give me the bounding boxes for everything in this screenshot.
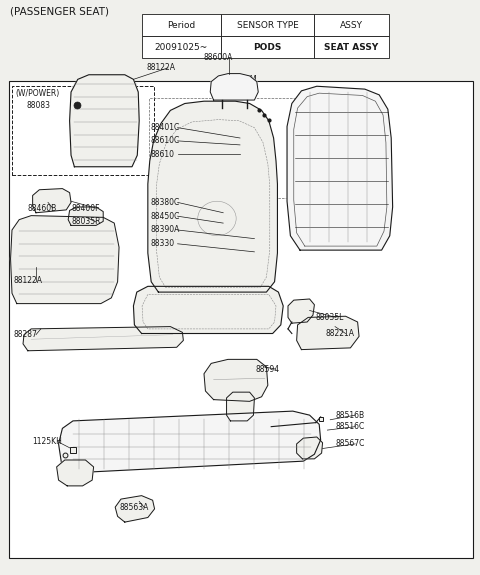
Text: 88035L: 88035L <box>316 313 344 322</box>
Text: 88083: 88083 <box>26 101 50 110</box>
Text: 88400F: 88400F <box>71 204 99 213</box>
Polygon shape <box>297 437 323 459</box>
Text: PODS: PODS <box>253 43 282 52</box>
Polygon shape <box>23 327 183 351</box>
Polygon shape <box>11 216 119 304</box>
Text: 88460B: 88460B <box>28 204 57 213</box>
Text: 88002M: 88002M <box>223 75 257 84</box>
Text: 88610: 88610 <box>150 150 174 159</box>
Polygon shape <box>227 392 254 421</box>
Text: 88122A: 88122A <box>13 276 42 285</box>
Text: 88380C: 88380C <box>150 198 180 207</box>
Bar <box>314 14 389 36</box>
Bar <box>221 14 314 36</box>
Text: 88035R: 88035R <box>71 217 100 227</box>
Polygon shape <box>57 460 94 486</box>
Polygon shape <box>210 74 258 100</box>
Polygon shape <box>297 316 359 350</box>
Bar <box>142 36 221 58</box>
Polygon shape <box>287 86 393 250</box>
Text: 88567C: 88567C <box>335 439 364 448</box>
Polygon shape <box>133 286 283 334</box>
Text: Period: Period <box>167 21 195 30</box>
Bar <box>12 86 154 175</box>
Text: 88594: 88594 <box>255 365 279 374</box>
Text: ASSY: ASSY <box>340 21 363 30</box>
Bar <box>142 14 221 36</box>
Text: 88287: 88287 <box>13 330 37 339</box>
Text: 88600A: 88600A <box>204 53 233 62</box>
Bar <box>314 36 389 58</box>
Bar <box>9 81 473 558</box>
Polygon shape <box>68 207 103 225</box>
Polygon shape <box>115 496 155 522</box>
Text: (PASSENGER SEAT): (PASSENGER SEAT) <box>10 7 108 17</box>
Text: 88401C: 88401C <box>150 123 180 132</box>
Text: 1125KH: 1125KH <box>33 437 62 446</box>
Polygon shape <box>70 75 139 167</box>
Polygon shape <box>288 299 314 323</box>
Text: 88516B: 88516B <box>335 411 364 420</box>
Text: 88450C: 88450C <box>150 212 180 221</box>
Text: 88516C: 88516C <box>335 422 364 431</box>
Bar <box>221 36 314 58</box>
Text: (W/POWER): (W/POWER) <box>16 89 60 98</box>
Text: SEAT ASSY: SEAT ASSY <box>324 43 379 52</box>
Bar <box>149 98 338 198</box>
Text: SENSOR TYPE: SENSOR TYPE <box>237 21 299 30</box>
Text: 88330: 88330 <box>150 239 174 248</box>
Text: 88563A: 88563A <box>119 503 148 512</box>
Polygon shape <box>59 411 321 473</box>
Text: 88221A: 88221A <box>325 329 354 338</box>
Polygon shape <box>148 101 277 292</box>
Text: 88122A: 88122A <box>146 63 175 72</box>
Text: 88390A: 88390A <box>150 225 180 235</box>
Text: 88610C: 88610C <box>150 136 180 145</box>
Polygon shape <box>33 189 71 213</box>
Text: 20091025~: 20091025~ <box>155 43 208 52</box>
Polygon shape <box>204 359 268 401</box>
